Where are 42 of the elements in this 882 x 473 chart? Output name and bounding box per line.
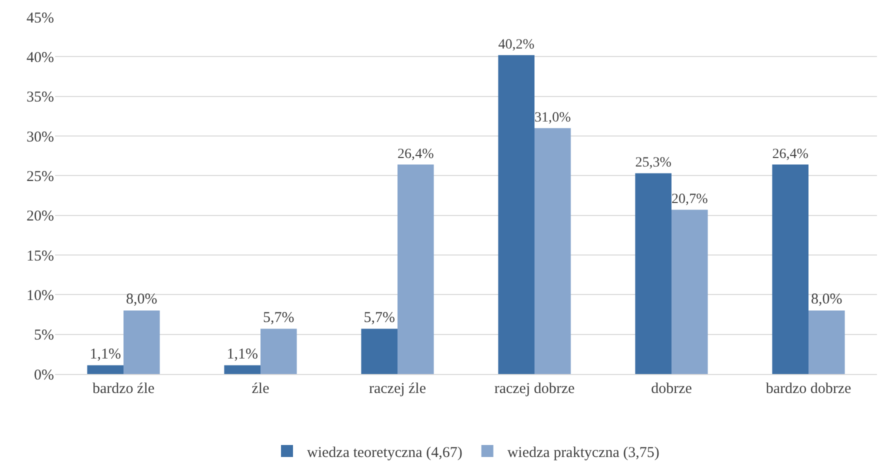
data-label: 5,7% <box>364 310 395 326</box>
x-tick-label: raczej dobrze <box>494 381 576 397</box>
y-tick-label: 35% <box>26 90 54 106</box>
x-tick-label: bardzo źle <box>92 381 155 397</box>
bar <box>361 328 398 374</box>
x-tick-label: raczej źle <box>368 381 426 397</box>
y-tick-label: 40% <box>26 50 54 66</box>
bar <box>87 365 124 374</box>
data-label: 25,3% <box>635 154 672 171</box>
bar <box>260 328 297 374</box>
bar <box>224 365 260 374</box>
legend-label: wiedza teoretyczna (4,67) <box>307 444 462 461</box>
bar <box>672 210 708 374</box>
data-label: 26,4% <box>398 146 434 162</box>
data-label: 1,1% <box>90 346 121 362</box>
bar <box>534 128 571 374</box>
x-tick-label: dobrze <box>651 381 692 397</box>
y-tick-label: 25% <box>26 168 54 185</box>
data-label: 8,0% <box>811 292 842 308</box>
legend-label: wiedza praktyczna (3,75) <box>507 444 660 461</box>
bar <box>808 310 845 374</box>
data-label: 40,2% <box>498 36 535 52</box>
y-tick-label: 45% <box>26 10 54 26</box>
bar <box>398 164 434 374</box>
bar <box>772 164 808 374</box>
x-tick-label: bardzo dobrze <box>766 381 852 397</box>
bar <box>635 173 672 374</box>
data-label: 1,1% <box>226 346 258 362</box>
x-tick-label: źle <box>252 381 270 397</box>
y-tick-label: 15% <box>26 248 54 264</box>
y-tick-label: 0% <box>34 367 54 384</box>
bar <box>498 55 534 374</box>
data-label: 5,7% <box>263 310 294 326</box>
data-label: 20,7% <box>672 191 708 208</box>
y-tick-label: 30% <box>26 129 54 146</box>
y-tick-label: 10% <box>26 288 54 304</box>
y-tick-label: 5% <box>34 328 54 344</box>
data-label: 26,4% <box>772 146 809 162</box>
bar <box>124 310 160 374</box>
data-label: 31,0% <box>534 109 572 126</box>
data-label: 8,0% <box>126 292 158 308</box>
y-tick-label: 20% <box>26 208 54 225</box>
